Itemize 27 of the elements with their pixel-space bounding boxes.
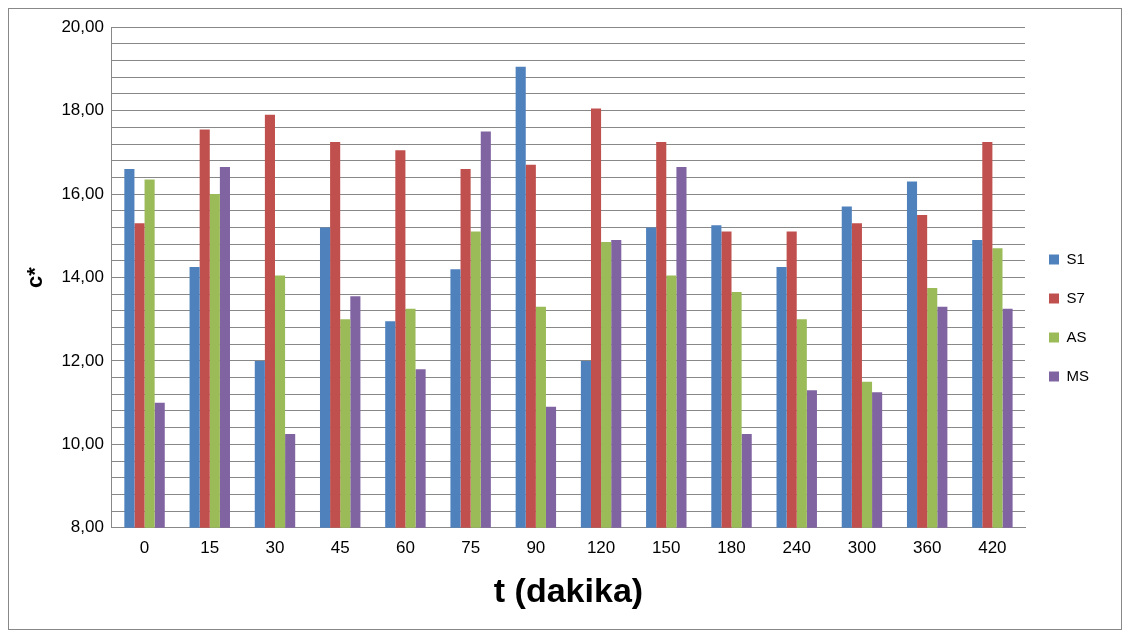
y-tick-label: 20,00 (61, 16, 104, 36)
x-tick-label: 300 (847, 537, 877, 557)
x-tick-label: 75 (461, 537, 481, 557)
y-axis-title: c* (22, 266, 48, 288)
y-tick-label: 14,00 (61, 267, 104, 287)
y-tick-label: 16,00 (61, 183, 104, 203)
y-tick-label: 8,00 (70, 517, 104, 537)
x-tick-label: 150 (652, 537, 681, 557)
x-tick-label: 60 (395, 537, 415, 557)
x-tick-label: 360 (912, 537, 942, 557)
x-axis-title: t (dakika) (493, 570, 644, 609)
y-tick-label: 18,00 (61, 100, 104, 120)
legend-label: S1 (1066, 249, 1085, 267)
x-tick-label: 420 (978, 537, 1007, 557)
x-tick-label: 240 (782, 537, 811, 557)
legend-label: AS (1066, 327, 1087, 345)
x-tick-label: 15 (200, 537, 220, 557)
x-tick-label: 45 (330, 537, 350, 557)
legend-label: S7 (1066, 288, 1085, 306)
x-tick-label: 120 (586, 537, 616, 557)
y-tick-label: 12,00 (61, 350, 104, 370)
x-tick-label: 0 (139, 537, 150, 557)
x-tick-label: 30 (265, 537, 285, 557)
legend-label: MS (1066, 366, 1089, 384)
y-tick-label: 10,00 (61, 434, 104, 454)
x-tick-label: 90 (526, 537, 546, 557)
x-tick-label: 180 (717, 537, 746, 557)
